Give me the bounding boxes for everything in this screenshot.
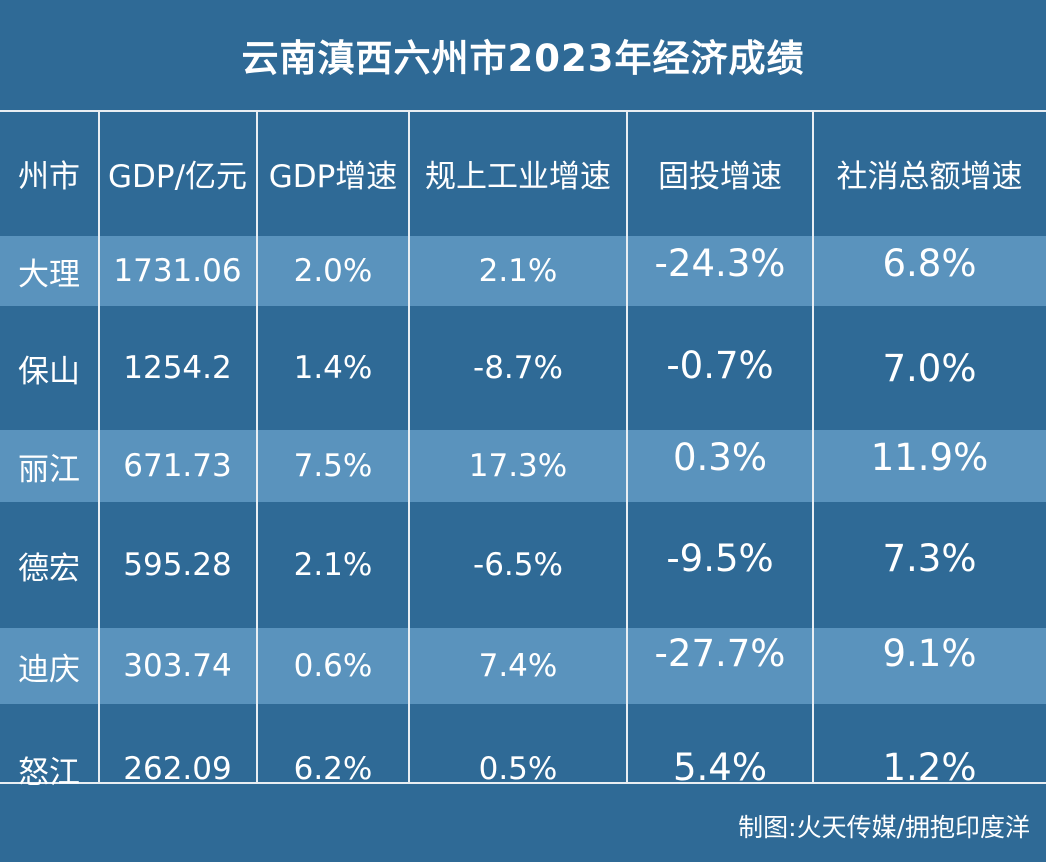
table-row: 大理 1731.06 2.0% 2.1% -24.3% 6.8% bbox=[0, 236, 1046, 306]
cell-gdp: 1254.2 bbox=[123, 350, 232, 386]
table-row: 迪庆 303.74 0.6% 7.4% -27.7% 9.1% bbox=[0, 628, 1046, 704]
cell-industry-growth: 7.4% bbox=[478, 648, 558, 684]
cell-city: 德宏 bbox=[18, 550, 80, 587]
header-retail-growth: 社消总额增速 bbox=[836, 158, 1023, 195]
cell-investment-growth: -9.5% bbox=[666, 536, 774, 580]
cell-city: 保山 bbox=[18, 353, 80, 390]
cell-investment-growth: -27.7% bbox=[654, 632, 786, 675]
column-divider bbox=[408, 112, 410, 782]
cell-gdp: 262.09 bbox=[123, 751, 232, 787]
cell-gdp-growth: 2.0% bbox=[293, 253, 373, 289]
cell-gdp: 595.28 bbox=[123, 547, 232, 583]
column-divider bbox=[626, 112, 628, 782]
cell-gdp-growth: 1.4% bbox=[293, 350, 373, 386]
data-table: 州市 GDP/亿元 GDP增速 规上工业增速 固投增速 社消总额增速 大理 17… bbox=[0, 110, 1046, 791]
cell-city: 怒江 bbox=[18, 754, 80, 791]
column-divider bbox=[256, 112, 258, 782]
chart-title: 云南滇西六州市2023年经济成绩 bbox=[241, 37, 805, 80]
cell-city: 丽江 bbox=[18, 451, 80, 488]
cell-investment-growth: 0.3% bbox=[673, 436, 767, 479]
header-gdp: GDP/亿元 bbox=[107, 158, 248, 195]
cell-retail-growth: 7.3% bbox=[882, 536, 977, 580]
cell-industry-growth: -6.5% bbox=[473, 547, 563, 583]
table-row: 德宏 595.28 2.1% -6.5% -9.5% 7.3% bbox=[0, 502, 1046, 628]
table-row: 保山 1254.2 1.4% -8.7% -0.7% 7.0% bbox=[0, 306, 1046, 430]
table-header-row: 州市 GDP/亿元 GDP增速 规上工业增速 固投增速 社消总额增速 bbox=[0, 112, 1046, 234]
cell-retail-growth: 1.2% bbox=[882, 745, 977, 789]
cell-industry-growth: 0.5% bbox=[478, 751, 558, 787]
header-city: 州市 bbox=[18, 158, 80, 195]
cell-investment-growth: 5.4% bbox=[673, 745, 767, 789]
table-row: 丽江 671.73 7.5% 17.3% 0.3% 11.9% bbox=[0, 430, 1046, 502]
header-industry-growth: 规上工业增速 bbox=[425, 158, 611, 195]
cell-gdp-growth: 2.1% bbox=[293, 547, 373, 583]
cell-gdp: 1731.06 bbox=[113, 253, 242, 289]
cell-retail-growth: 11.9% bbox=[870, 436, 989, 479]
table-row: 怒江 262.09 6.2% 0.5% 5.4% 1.2% bbox=[0, 704, 1046, 791]
header-gdp-growth: GDP增速 bbox=[268, 158, 398, 195]
cell-gdp: 671.73 bbox=[123, 448, 232, 484]
cell-retail-growth: 9.1% bbox=[882, 632, 977, 675]
cell-industry-growth: 17.3% bbox=[468, 448, 568, 484]
cell-retail-growth: 6.8% bbox=[882, 242, 977, 285]
cell-industry-growth: 2.1% bbox=[478, 253, 558, 289]
cell-investment-growth: -24.3% bbox=[654, 242, 786, 285]
cell-industry-growth: -8.7% bbox=[473, 350, 563, 386]
column-divider bbox=[812, 112, 814, 782]
cell-gdp: 303.74 bbox=[123, 648, 232, 684]
cell-city: 迪庆 bbox=[18, 651, 80, 688]
cell-gdp-growth: 7.5% bbox=[293, 448, 373, 484]
cell-gdp-growth: 0.6% bbox=[293, 648, 373, 684]
cell-city: 大理 bbox=[18, 256, 80, 293]
cell-retail-growth: 7.0% bbox=[882, 346, 977, 390]
cell-investment-growth: -0.7% bbox=[666, 343, 774, 387]
source-credit: 制图:火天传媒/拥抱印度洋 bbox=[738, 813, 1030, 842]
header-investment-growth: 固投增速 bbox=[658, 158, 782, 195]
column-divider bbox=[98, 112, 100, 782]
cell-gdp-growth: 6.2% bbox=[293, 751, 373, 787]
